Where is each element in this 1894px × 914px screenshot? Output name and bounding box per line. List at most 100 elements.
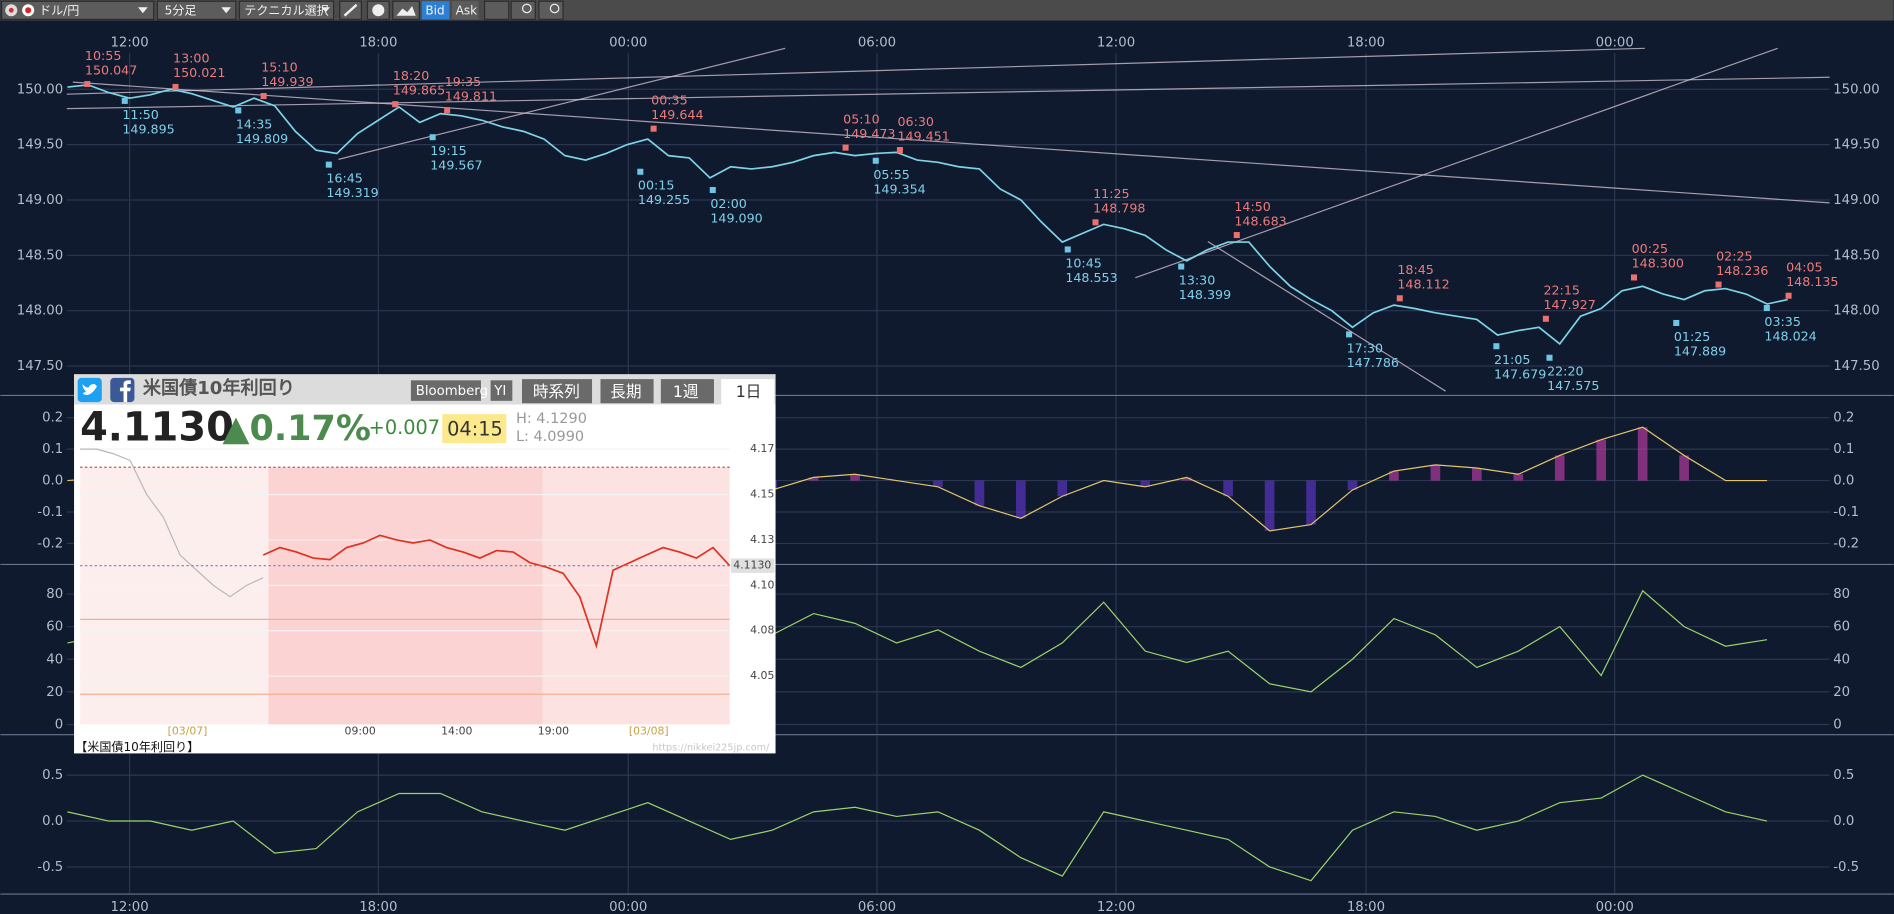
session-shade	[80, 467, 269, 725]
macd-bar	[1554, 455, 1565, 481]
low-marker	[1546, 354, 1553, 361]
yield-change: +0.007	[369, 416, 440, 439]
high-price: 149.865	[393, 82, 445, 97]
low-price: 147.575	[1547, 378, 1599, 393]
high-marker	[1630, 274, 1638, 281]
bid-button[interactable]	[421, 1, 450, 20]
y-tick-label-right: 148.50	[1833, 248, 1879, 263]
y-tick-label: 147.50	[17, 359, 63, 374]
zoom-out-icon	[521, 3, 532, 14]
low-marker	[1178, 263, 1185, 270]
high-marker	[84, 81, 91, 88]
y-tick-label: -0.5	[37, 860, 63, 875]
tab-label: 時系列	[533, 382, 580, 401]
widget-y-tick-label: 4.15	[750, 488, 774, 501]
macd-bar	[1306, 480, 1316, 525]
widget-x-label: [03/08]	[629, 725, 669, 738]
tab[interactable]	[521, 379, 593, 404]
session-shade	[268, 467, 543, 725]
yield-line	[262, 534, 731, 649]
high-marker	[172, 83, 179, 90]
low-price: 147.679	[1494, 367, 1546, 382]
time-label: 06:00	[858, 900, 896, 914]
technical-select[interactable]: テクニカル選択	[238, 0, 335, 20]
tab[interactable]	[600, 379, 654, 404]
high-marker	[896, 147, 903, 154]
y-tick-label-right: 0.5	[1833, 768, 1854, 783]
low-price: 149.255	[638, 192, 690, 207]
high-price: 149.939	[261, 74, 313, 89]
source-short-button[interactable]	[490, 380, 513, 401]
low-time: 19:15	[430, 143, 466, 158]
tab-selected[interactable]	[721, 379, 775, 405]
facebook-icon	[119, 380, 131, 403]
low-price: 149.090	[710, 210, 762, 225]
chart-style-button[interactable]	[392, 0, 420, 20]
widget-y-tick-label: 4.05	[750, 669, 774, 682]
indicator-button[interactable]	[483, 0, 510, 20]
time-label: 18:00	[1347, 35, 1385, 50]
tab-label: 長期	[610, 382, 641, 401]
y-tick-label: 149.00	[17, 193, 63, 208]
y-tick-label: 148.50	[17, 248, 63, 263]
high-time: 15:10	[261, 60, 297, 75]
widget-title: 米国債10年利回り	[143, 377, 295, 399]
time-label: 12:00	[110, 900, 148, 914]
low-price: 147.786	[1347, 355, 1399, 370]
y-tick-label: 0.2	[42, 411, 63, 426]
macd-bar	[974, 480, 985, 506]
low-time: 17:30	[1347, 340, 1383, 355]
high-price: 148.112	[1397, 277, 1449, 292]
high-price: 149.644	[651, 107, 703, 122]
tab-label: 1週	[673, 382, 699, 401]
y-tick-label-right: 150.00	[1833, 82, 1879, 97]
y-tick-label-right: 0	[1833, 717, 1841, 732]
time-label: 12:00	[110, 35, 148, 50]
pair-select[interactable]: ドル/円	[1, 0, 155, 20]
y-tick-label: 40	[46, 652, 63, 667]
interval-select[interactable]: 5分足	[156, 0, 237, 20]
high-price: 149.811	[445, 88, 497, 103]
high-marker	[1715, 281, 1722, 288]
oscillator-line	[67, 774, 1768, 882]
widget-url[interactable]: https://nikkei225jp.com/	[652, 742, 770, 753]
high-time: 04:05	[1786, 259, 1822, 274]
high-time: 10:55	[85, 48, 121, 63]
pencil-icon	[343, 3, 358, 17]
yield-value: 4.1130	[80, 404, 234, 450]
high-time: 14:50	[1234, 199, 1270, 214]
technical-label: テクニカル選択	[244, 3, 328, 17]
trend-line	[1207, 240, 1446, 392]
yield-low: L: 4.0990	[516, 429, 584, 445]
low-price: 148.399	[1179, 287, 1231, 302]
high-price: 150.047	[85, 62, 137, 77]
y-tick-label: 0.5	[42, 768, 63, 783]
macd-bar	[1347, 480, 1358, 490]
macd-bar	[1472, 467, 1482, 481]
high-price: 149.451	[897, 128, 949, 143]
ask-button[interactable]	[451, 1, 479, 20]
high-price: 148.798	[1093, 201, 1145, 216]
y-tick-label: 149.50	[17, 138, 63, 153]
time-label: 18:00	[1347, 900, 1385, 914]
tab[interactable]	[660, 379, 714, 404]
yield-change-pct: ▲0.17%	[223, 409, 371, 449]
time-label: 00:00	[1596, 35, 1634, 50]
low-marker	[1763, 305, 1770, 312]
low-time: 03:35	[1764, 314, 1800, 329]
macd-bar	[1057, 480, 1068, 497]
trend-line	[66, 47, 1645, 95]
high-time: 19:35	[445, 74, 481, 89]
high-time: 11:25	[1093, 186, 1129, 201]
source-button[interactable]	[410, 380, 481, 401]
time-label: 12:00	[1097, 900, 1135, 914]
trend-line	[1135, 47, 1778, 279]
high-time: 22:15	[1543, 282, 1579, 297]
time-label: 06:00	[858, 35, 896, 50]
macd-bar	[1223, 480, 1233, 497]
y-tick-label: 20	[46, 685, 63, 700]
low-marker	[429, 134, 436, 141]
low-time: 10:45	[1065, 255, 1101, 270]
low-marker	[1673, 319, 1680, 326]
y-tick-label-right: 147.50	[1833, 359, 1879, 374]
